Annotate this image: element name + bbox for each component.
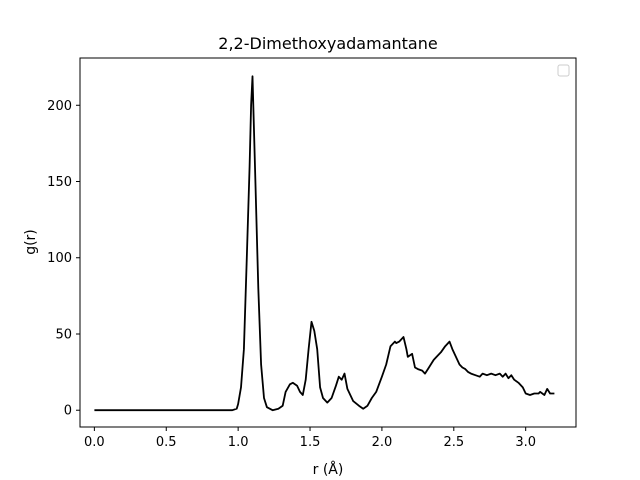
x-tick-label: 0.5 [156, 435, 177, 450]
y-tick-label: 200 [47, 99, 72, 114]
x-tick-label: 3.0 [515, 435, 536, 450]
chart-title: 2,2-Dimethoxyadamantane [218, 34, 437, 53]
x-tick-label: 2.0 [372, 435, 393, 450]
x-ticks: 0.0 0.5 1.0 1.5 2.0 2.5 3.0 [84, 427, 536, 450]
y-tick-label: 100 [47, 251, 72, 266]
y-tick-label: 50 [55, 327, 72, 342]
y-axis-label: g(r) [23, 229, 39, 255]
series-line [94, 75, 555, 412]
x-tick-label: 0.0 [84, 435, 105, 450]
y-ticks: 0 50 100 150 200 [47, 99, 80, 419]
x-axis-label: r (Å) [313, 461, 344, 478]
legend-box [557, 64, 570, 77]
x-tick-label: 1.0 [228, 435, 249, 450]
y-tick-label: 150 [47, 175, 72, 190]
plot-frame [79, 57, 577, 428]
plot-area [80, 58, 576, 427]
x-tick-label: 1.5 [300, 435, 321, 450]
x-tick-label: 2.5 [443, 435, 464, 450]
y-tick-label: 0 [64, 404, 72, 419]
